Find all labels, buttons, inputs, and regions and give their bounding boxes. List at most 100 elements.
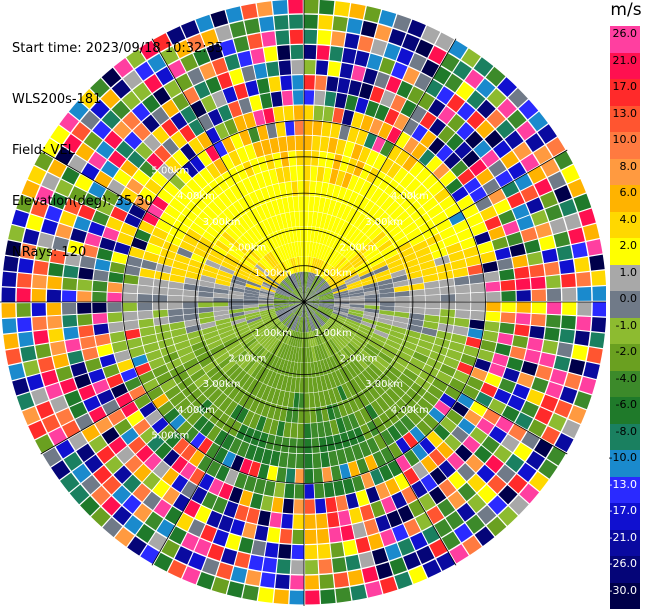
velocity-gate xyxy=(283,106,293,121)
velocity-gate xyxy=(17,392,35,410)
velocity-gate xyxy=(291,45,303,59)
velocity-gate xyxy=(562,288,576,301)
velocity-gate xyxy=(315,75,327,90)
velocity-gate xyxy=(304,196,309,211)
velocity-gate xyxy=(524,349,540,363)
velocity-gate xyxy=(484,271,499,282)
velocity-gate xyxy=(304,121,313,135)
colorbar-swatch: -2.0 xyxy=(610,344,640,371)
velocity-gate xyxy=(323,106,334,121)
velocity-gate xyxy=(531,277,546,289)
velocity-gate xyxy=(264,481,276,497)
velocity-gate xyxy=(168,309,183,316)
velocity-gate xyxy=(318,30,332,45)
velocity-gate xyxy=(471,302,485,311)
start-time-text: Start time: 2023/09/18 10:32:35 xyxy=(12,40,223,57)
velocity-gate xyxy=(362,566,378,583)
velocity-gate xyxy=(394,572,412,590)
velocity-gate xyxy=(335,587,351,602)
velocity-gate xyxy=(277,559,291,574)
velocity-gate xyxy=(23,360,40,376)
velocity-gate xyxy=(501,280,516,291)
velocity-gate xyxy=(297,439,304,454)
velocity-gate xyxy=(529,326,544,339)
velocity-gate xyxy=(583,224,600,241)
velocity-gate xyxy=(299,211,303,226)
velocity-gate xyxy=(314,106,324,121)
velocity-gate xyxy=(572,345,588,361)
velocity-gate xyxy=(561,274,576,288)
velocity-gate xyxy=(295,121,304,136)
range-ring-label: 2.00km xyxy=(340,242,378,253)
velocity-gate xyxy=(334,572,349,587)
colorbar-swatch: -8.0 xyxy=(610,424,640,451)
velocity-gate xyxy=(531,314,546,326)
velocity-gate xyxy=(68,350,84,364)
velocity-gate xyxy=(348,570,364,586)
velocity-gate xyxy=(359,552,375,568)
velocity-gate xyxy=(258,510,271,526)
velocity-gate xyxy=(282,91,293,106)
velocity-gate xyxy=(576,316,591,331)
velocity-gate xyxy=(512,255,528,268)
velocity-gate xyxy=(275,574,290,589)
velocity-gate xyxy=(501,302,515,312)
velocity-gate xyxy=(197,572,215,590)
velocity-gate xyxy=(288,151,296,166)
velocity-gate xyxy=(312,136,321,151)
velocity-gate xyxy=(263,557,277,572)
velocity-gate xyxy=(591,270,606,285)
colorbar-swatch: 21.0 xyxy=(610,53,640,80)
velocity-gate xyxy=(546,275,561,288)
velocity-gate xyxy=(286,468,295,483)
range-ring-label: 2.00km xyxy=(228,242,266,253)
velocity-gate xyxy=(314,91,325,106)
header-info: Start time: 2023/09/18 10:32:35 WLS200s-… xyxy=(12,6,223,278)
velocity-gate xyxy=(470,283,485,293)
velocity-gate xyxy=(287,136,296,151)
velocity-gate xyxy=(296,151,303,166)
velocity-gate xyxy=(47,290,61,302)
velocity-gate xyxy=(93,281,108,292)
velocity-gate xyxy=(322,467,332,482)
velocity-gate xyxy=(138,303,153,311)
velocity-gate xyxy=(321,452,331,467)
velocity-gate xyxy=(290,30,303,44)
velocity-gate xyxy=(356,537,371,553)
velocity-gate xyxy=(110,331,126,343)
velocity-gate xyxy=(234,36,250,52)
velocity-gate xyxy=(231,567,247,584)
velocity-gate xyxy=(62,290,76,302)
velocity-gate xyxy=(317,45,330,60)
velocity-gate xyxy=(62,315,77,327)
velocity-gate xyxy=(2,287,16,302)
velocity-gate xyxy=(285,121,295,136)
velocity-gate xyxy=(350,584,367,600)
velocity-gate xyxy=(532,289,546,301)
velocity-gate xyxy=(35,343,51,358)
velocity-gate xyxy=(591,317,606,332)
velocity-gate xyxy=(304,136,312,151)
velocity-gate xyxy=(329,46,343,61)
velocity-gate xyxy=(213,302,228,306)
velocity-gate xyxy=(577,287,591,301)
velocity-gate xyxy=(153,295,168,302)
velocity-gate xyxy=(294,105,304,119)
velocity-gate xyxy=(546,315,561,328)
colorbar-swatch: 10.0 xyxy=(610,132,640,159)
range-ring-label: 1.00km xyxy=(314,328,352,339)
velocity-gate xyxy=(304,0,319,14)
velocity-gate xyxy=(331,31,345,46)
velocity-gate xyxy=(592,286,606,301)
velocity-gate xyxy=(347,18,363,34)
velocity-gate xyxy=(290,423,297,438)
colorbar-label: -30.0 xyxy=(609,584,637,597)
velocity-gate xyxy=(375,24,392,41)
velocity-gate xyxy=(393,14,411,32)
velocity-gate xyxy=(93,313,108,324)
velocity-gate xyxy=(559,259,574,274)
velocity-gate xyxy=(305,545,317,559)
velocity-gate xyxy=(345,555,360,571)
velocity-gate xyxy=(542,249,558,263)
velocity-gate xyxy=(485,281,500,291)
